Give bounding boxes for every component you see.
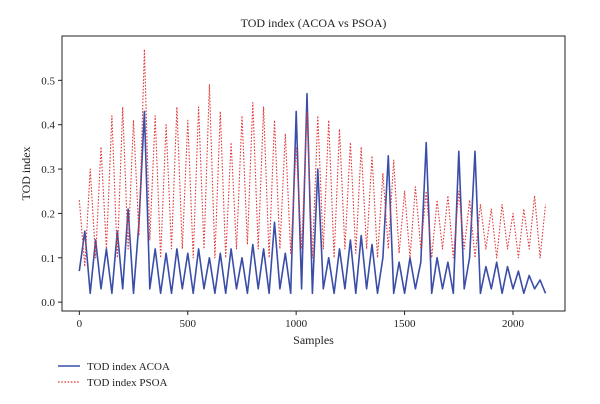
legend-label-acoa: TOD index ACOA [87,361,170,373]
x-tick-label: 1500 [394,318,417,330]
y-tick-label: 0.5 [41,75,55,87]
y-tick-label: 0.1 [41,253,55,265]
y-tick-label: 0.4 [41,120,55,132]
chart-title: TOD index (ACOA vs PSOA) [241,16,387,30]
y-axis-label: TOD index [19,146,33,200]
x-tick-label: 1000 [285,318,308,330]
series-line-acoa [78,92,547,295]
x-axis-label: Samples [293,333,334,347]
y-tick-label: 0.0 [41,297,55,309]
plot-frame [61,35,566,312]
x-tick-label: 0 [77,318,83,330]
x-tick-label: 2000 [502,318,525,330]
legend-label-psoa: TOD index PSOA [87,377,168,389]
y-tick-label: 0.2 [41,208,55,220]
y-tick-label: 0.3 [41,164,55,176]
series-line-psoa [78,48,547,268]
x-tick-label: 500 [180,318,197,330]
